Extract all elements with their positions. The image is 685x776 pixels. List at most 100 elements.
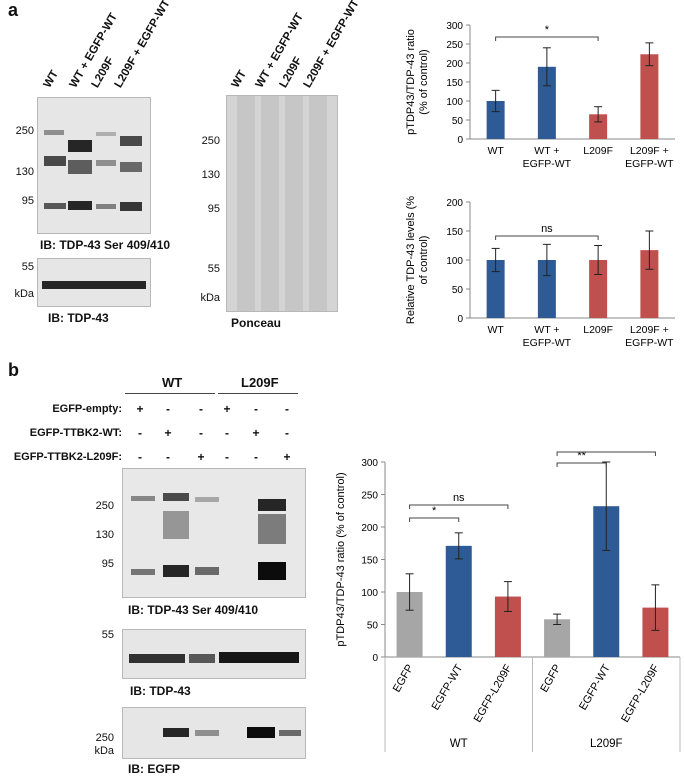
y-tick-label: 300: [361, 458, 378, 469]
marker-55: 55: [207, 263, 220, 275]
bar: [589, 114, 608, 139]
significance-bracket: [409, 504, 509, 509]
group-label: L209F: [590, 738, 623, 750]
sign: -: [254, 402, 258, 416]
sign: +: [197, 450, 205, 464]
sign: +: [283, 450, 291, 464]
marker-250: 250: [15, 125, 34, 137]
significance-bracket: [495, 235, 599, 240]
ib-label: IB: TDP-43: [48, 311, 109, 325]
bar: [537, 66, 556, 139]
marker-130: 130: [95, 529, 114, 541]
lane-label: L209F: [277, 55, 305, 90]
western-blot-ptdp43-b: [122, 468, 306, 598]
y-tick-label: 50: [452, 116, 464, 127]
condition-label: EGFP-empty:: [52, 403, 122, 415]
x-tick-label: EGFP: [538, 663, 563, 695]
significance-bracket: [556, 451, 656, 456]
lane-label: WT: [229, 68, 249, 90]
western-blot-tdp43: [37, 258, 151, 307]
sign: +: [164, 426, 172, 440]
y-tick-label: 0: [372, 653, 378, 664]
condition-label: EGFP-TTBK2-WT:: [29, 427, 122, 439]
y-tick-label: 250: [446, 40, 463, 51]
marker-250: 250: [95, 732, 114, 744]
marker-250: 250: [95, 500, 114, 512]
sign: -: [166, 402, 170, 416]
group-label-l209f: L209F: [241, 375, 279, 390]
marker-130: 130: [15, 166, 34, 178]
x-tick-label: L209F + EGFP-WT: [625, 324, 674, 349]
panel-a-letter: a: [8, 0, 19, 20]
sign: -: [285, 402, 289, 416]
x-tick-label: EGFP: [391, 663, 416, 695]
marker-kda: kDa: [200, 292, 220, 304]
x-tick-label: L209F: [583, 324, 613, 336]
y-tick-label: 0: [457, 314, 463, 325]
x-tick-label: EGFP-WT: [430, 662, 466, 712]
group-label-wt: WT: [162, 375, 183, 390]
sign: -: [199, 402, 203, 416]
y-tick-label: 100: [446, 97, 463, 108]
ib-label: IB: TDP-43: [130, 684, 191, 698]
y-tick-label: 100: [361, 588, 378, 599]
western-blot-egfp: [122, 707, 306, 759]
x-tick-label: EGFP-WT: [577, 662, 613, 712]
marker-95: 95: [207, 203, 220, 215]
lane-label: L209F + EGFP-WT: [112, 0, 173, 90]
sign: +: [223, 402, 231, 416]
marker-55: 55: [101, 629, 114, 641]
y-tick-label: 100: [446, 256, 463, 267]
western-blot-tdp43-b: [122, 629, 306, 679]
significance-label: *: [432, 505, 437, 517]
y-tick-label: 150: [446, 227, 463, 238]
y-axis-label: Relative TDP-43 levels (%of control): [405, 196, 430, 324]
ib-label: IB: TDP-43 Ser 409/410: [128, 603, 259, 617]
y-axis-label: pTDP43/TDP-43 ratio(% of control): [405, 29, 430, 135]
marker-95: 95: [21, 195, 34, 207]
significance-bracket: [495, 36, 599, 41]
x-tick-label: EGFP-L209F: [619, 662, 662, 724]
bar: [486, 260, 505, 318]
y-tick-label: 200: [446, 59, 463, 70]
bar: [486, 101, 505, 139]
sign: -: [138, 426, 142, 440]
x-tick-label: WT + EGFP-WT: [523, 324, 572, 349]
chart-relative-tdp43: 0 50 100 150 200 Relative TDP-43 levels (%of …: [405, 196, 675, 349]
significance-label: ns: [600, 450, 612, 451]
x-tick-label: L209F + EGFP-WT: [625, 145, 674, 170]
y-tick-label: 250: [361, 491, 378, 502]
y-tick-label: 50: [452, 285, 464, 296]
significance-bracket: [556, 462, 607, 467]
x-tick-label: EGFP-L209F: [472, 662, 515, 724]
sign: -: [285, 426, 289, 440]
marker-95: 95: [101, 558, 114, 570]
lane-label: WT: [41, 68, 61, 90]
bar: [640, 54, 659, 140]
panel-b-letter: b: [8, 360, 19, 380]
sign: -: [138, 450, 142, 464]
significance-label: **: [577, 450, 586, 462]
bar: [589, 260, 608, 318]
ponceau-label: Ponceau: [231, 316, 282, 330]
sign: -: [166, 450, 170, 464]
y-tick-label: 0: [457, 135, 463, 146]
ib-label: IB: TDP-43 Ser 409/410: [40, 238, 171, 252]
x-tick-label: L209F: [583, 145, 613, 157]
bar: [640, 250, 659, 318]
chart-ptdp43-ratio: 0 50 100 150 200 250 300 pTDP43/TDP-43 ratio(% …: [405, 21, 675, 170]
y-axis-label: pTDP43/TDP-43 ratio (% of control): [335, 472, 347, 646]
sign: +: [136, 402, 144, 416]
marker-kda: kDa: [14, 288, 34, 300]
group-underline: [125, 393, 215, 394]
y-tick-label: 200: [446, 198, 463, 209]
y-tick-label: 200: [361, 523, 378, 534]
y-tick-label: 300: [446, 21, 463, 32]
bar: [445, 545, 472, 657]
x-tick-label: WT + EGFP-WT: [523, 145, 572, 170]
condition-label: EGFP-TTBK2-L209F:: [13, 451, 122, 463]
sign: +: [252, 426, 260, 440]
y-tick-label: 150: [446, 78, 463, 89]
sign: -: [254, 450, 258, 464]
sign: -: [199, 426, 203, 440]
